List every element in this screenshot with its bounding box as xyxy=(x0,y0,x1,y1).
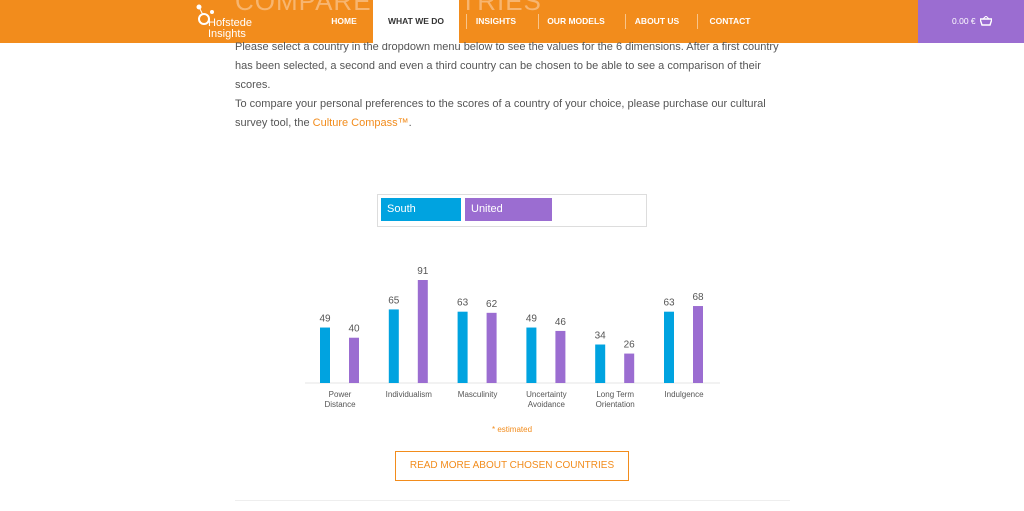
paragraph: To compare your personal preferences to … xyxy=(235,95,795,133)
country-select[interactable] xyxy=(377,194,647,227)
bar xyxy=(595,344,606,383)
value-label: 34 xyxy=(595,331,607,342)
bar xyxy=(320,327,330,383)
nav-item[interactable]: OUR MODELS xyxy=(547,16,605,26)
tag-label: United States xyxy=(471,203,503,238)
header-bar xyxy=(0,0,1024,43)
category-label: Long Term Orientation xyxy=(595,390,635,409)
value-label: 63 xyxy=(663,298,675,309)
value-label: 68 xyxy=(692,292,704,303)
bar xyxy=(457,311,468,383)
bar xyxy=(486,312,497,383)
tag-remove[interactable]: × xyxy=(506,227,512,237)
logo-icon xyxy=(196,4,214,25)
divider xyxy=(235,500,790,501)
tag-remove[interactable]: × xyxy=(419,227,425,237)
nav-separator xyxy=(466,14,467,29)
value-label: 49 xyxy=(526,314,538,325)
value-label: 63 xyxy=(457,298,469,309)
note-text: estimated xyxy=(497,425,533,434)
link[interactable]: Culture Compass™ xyxy=(312,117,409,129)
bar xyxy=(388,309,399,383)
category-label: Indulgence xyxy=(664,390,704,399)
note: * estimated xyxy=(0,425,1024,434)
nav-item[interactable]: HOME xyxy=(331,16,357,26)
tag-label: South Africa xyxy=(387,203,416,238)
value-label: 46 xyxy=(555,317,567,328)
value-label: 65 xyxy=(388,295,400,306)
category-label: Individualism xyxy=(385,390,432,399)
bar xyxy=(664,311,674,383)
category-label: Uncertainty Avoidance xyxy=(526,390,567,409)
note-mark: * xyxy=(491,425,496,434)
bar xyxy=(526,327,537,383)
nav-item[interactable]: CONTACT xyxy=(709,16,751,26)
bar xyxy=(349,337,359,383)
text: . xyxy=(408,117,412,129)
cart-icon[interactable] xyxy=(980,16,992,26)
nav-item[interactable]: ABOUT US xyxy=(634,16,680,26)
text: To compare your personal preferences to … xyxy=(235,98,766,129)
cart-total[interactable]: 0.00 € xyxy=(952,16,976,26)
paragraph: Please select a country in the dropdown … xyxy=(235,41,779,91)
logo-text[interactable]: Insights xyxy=(208,28,246,40)
logo-text[interactable]: Hofstede xyxy=(208,17,253,29)
cart[interactable]: 0.00 € xyxy=(918,0,1024,43)
value-label: 49 xyxy=(319,314,331,325)
read-more-button[interactable]: READ MORE ABOUT CHOSEN COUNTRIES xyxy=(395,451,629,481)
value-label: 91 xyxy=(417,266,429,277)
bar xyxy=(417,280,428,383)
nav-separator xyxy=(625,14,626,29)
country-tag[interactable]: United States × xyxy=(465,198,552,238)
category-label: Masculinity xyxy=(457,390,498,399)
value-label: 40 xyxy=(348,324,360,335)
nav-item[interactable]: WHAT WE DO xyxy=(373,0,459,43)
nav-separator xyxy=(538,14,539,29)
value-label: 26 xyxy=(624,340,636,351)
bar xyxy=(555,330,566,383)
country-tag[interactable]: South Africa × xyxy=(381,198,461,238)
nav-item[interactable]: INSIGHTS xyxy=(475,16,517,26)
bar xyxy=(693,306,703,383)
bar xyxy=(624,353,635,383)
nav-separator xyxy=(697,14,698,29)
value-label: 62 xyxy=(486,299,498,310)
category-label: Power Distance xyxy=(324,390,356,409)
